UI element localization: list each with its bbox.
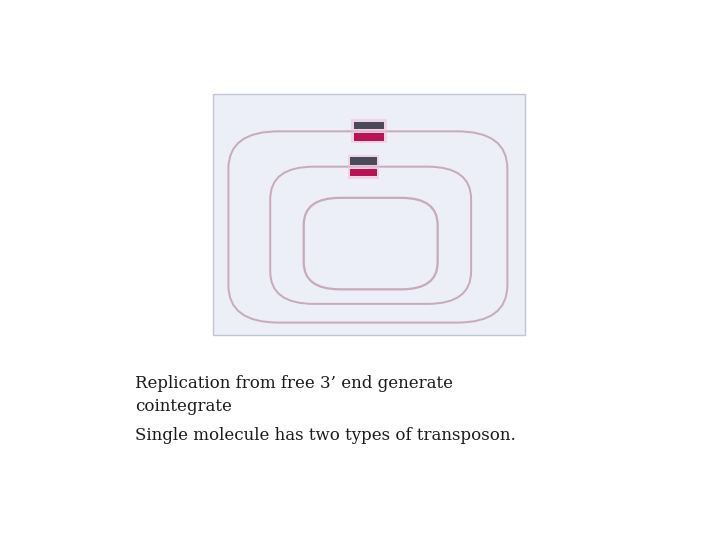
FancyBboxPatch shape [350,157,377,165]
FancyBboxPatch shape [350,168,377,176]
FancyBboxPatch shape [351,119,387,144]
FancyBboxPatch shape [213,94,526,335]
FancyBboxPatch shape [348,154,379,179]
Text: Single molecule has two types of transposon.: Single molecule has two types of transpo… [135,427,516,443]
Text: Replication from free 3’ end generate
cointegrate: Replication from free 3’ end generate co… [135,375,453,415]
FancyBboxPatch shape [354,133,384,141]
FancyBboxPatch shape [354,122,384,129]
